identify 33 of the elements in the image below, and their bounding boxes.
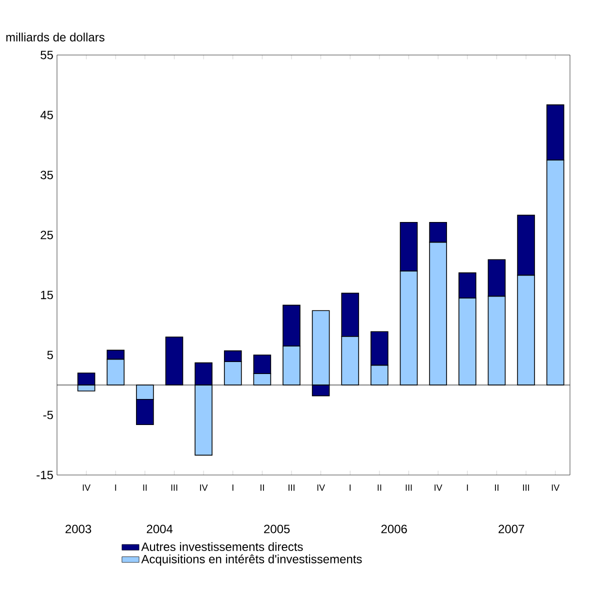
x-tick-label: IV bbox=[434, 484, 442, 491]
y-tick-label: 15 bbox=[41, 290, 53, 300]
y-tick-label: -5 bbox=[43, 410, 53, 420]
x-tick-label: I bbox=[466, 484, 468, 491]
y-tick-label: 45 bbox=[40, 110, 53, 120]
x-tick-label: IV bbox=[200, 484, 208, 491]
text: 2007 bbox=[498, 524, 524, 534]
x-tick-label: II bbox=[143, 484, 147, 491]
text: 2005 bbox=[264, 524, 290, 534]
y-tick-label: 35 bbox=[40, 170, 53, 180]
x-tick-label: IV bbox=[317, 484, 326, 491]
x-tick-label: III bbox=[171, 484, 178, 491]
legend-label: Acquisitions en intérêts d'investissements bbox=[141, 554, 362, 566]
x-tick-label: III bbox=[406, 484, 412, 491]
y-tick-label: -15 bbox=[36, 470, 53, 480]
x-tick-label: I bbox=[350, 484, 351, 491]
x-tick-label: I bbox=[115, 484, 116, 491]
y-tick-label: 55 bbox=[40, 50, 53, 60]
x-tick-label: III bbox=[523, 484, 529, 491]
y-axis-title: milliards de dollars bbox=[6, 32, 104, 42]
x-tick-label: I bbox=[232, 484, 234, 491]
x-tick-label: II bbox=[260, 484, 264, 491]
x-tick-label: II bbox=[495, 484, 498, 491]
y-tick-label: 5 bbox=[47, 350, 53, 360]
x-tick-label: IV bbox=[82, 484, 91, 491]
legend-label: Autres investissements directs bbox=[141, 542, 303, 551]
text: 2003 bbox=[66, 524, 92, 534]
text: 2006 bbox=[381, 524, 407, 534]
x-tick-label: IV bbox=[552, 484, 560, 491]
y-tick-label: 25 bbox=[40, 230, 53, 240]
text: 2004 bbox=[146, 524, 173, 534]
x-tick-label: III bbox=[288, 484, 294, 491]
x-tick-label: II bbox=[378, 484, 382, 491]
